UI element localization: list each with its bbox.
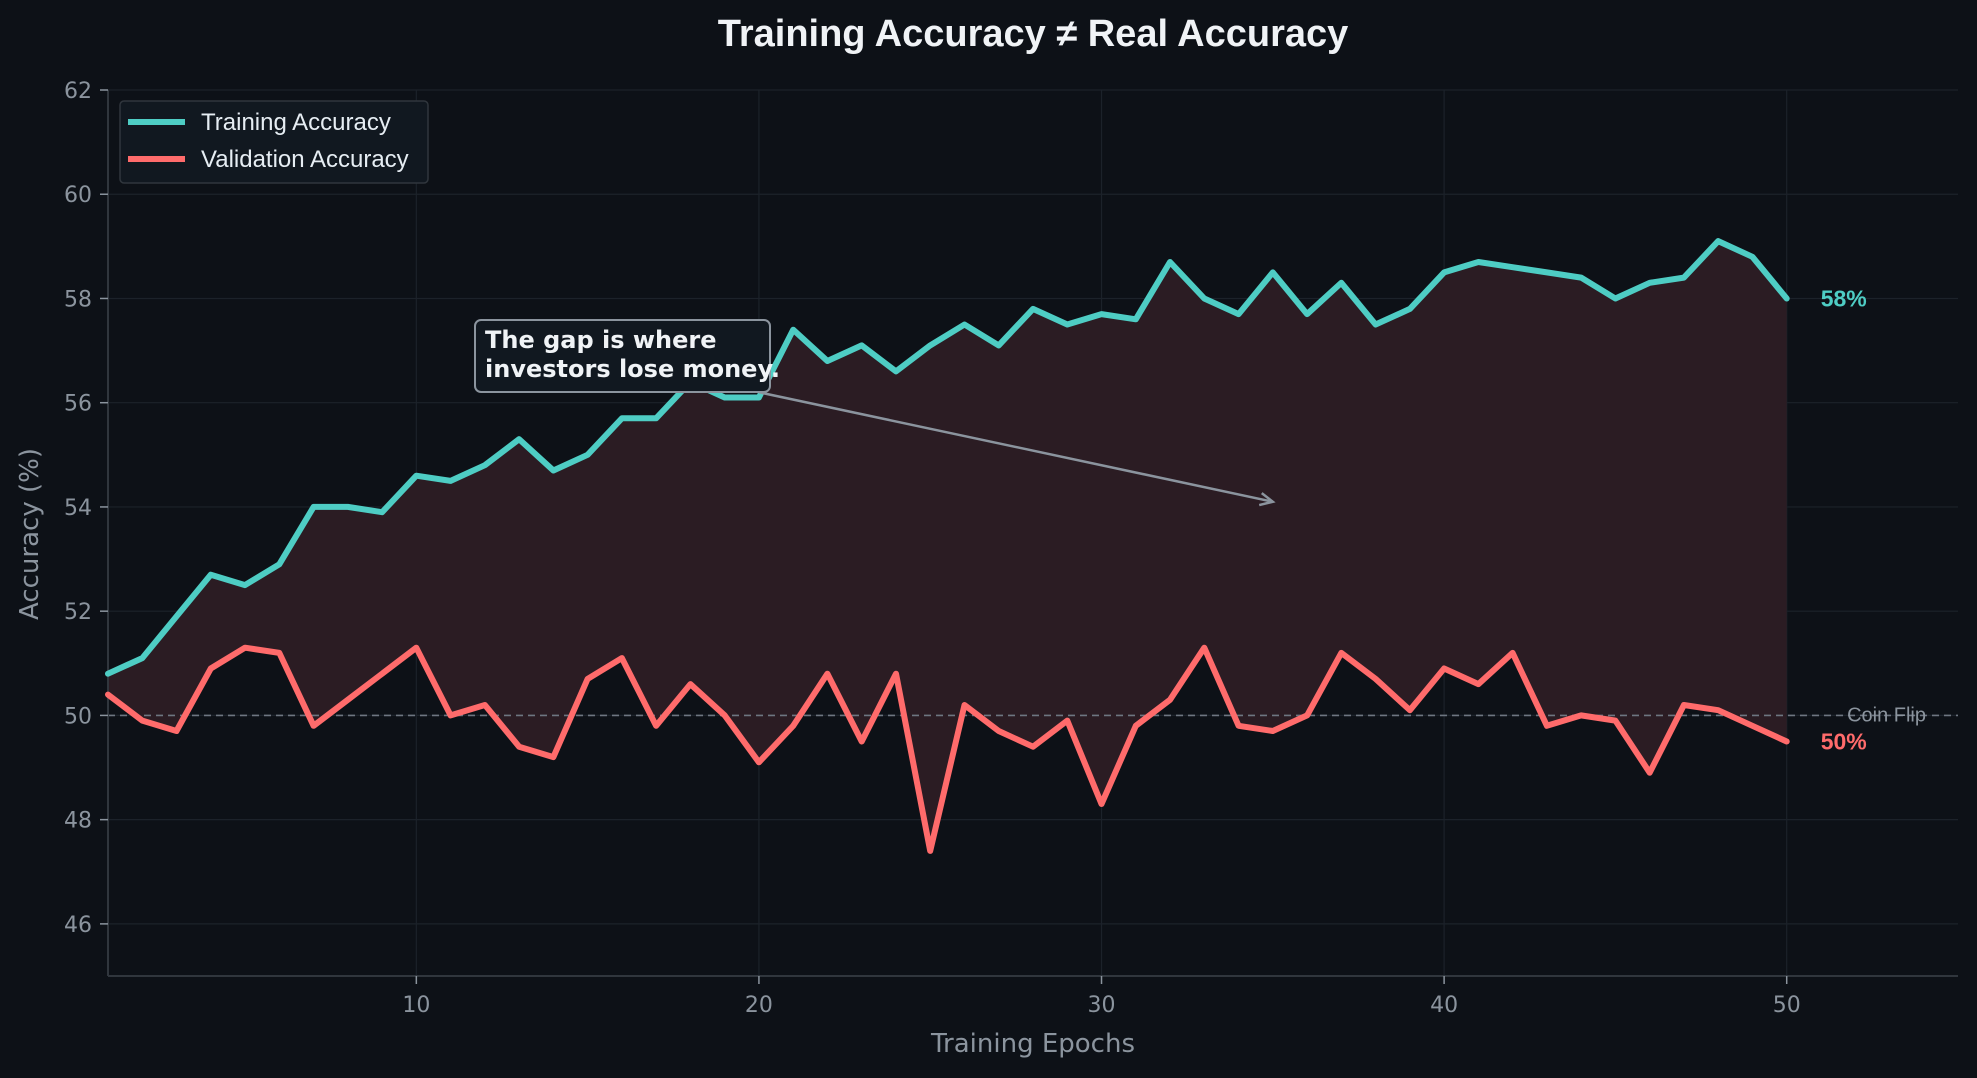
validation-accuracy-line <box>105 644 1790 854</box>
training-accuracy-line <box>105 238 1790 677</box>
training-end-label: 58% <box>1821 285 1867 311</box>
y-tick-label: 54 <box>64 496 92 521</box>
reference-line-group: Coin Flip <box>108 704 1958 726</box>
x-tick-label: 50 <box>1773 993 1801 1018</box>
x-tick-label: 30 <box>1088 993 1116 1018</box>
y-tick-label: 58 <box>64 287 92 312</box>
y-tick-label: 46 <box>64 913 92 938</box>
legend-label: Training Accuracy <box>201 109 391 136</box>
x-tick-label: 10 <box>402 993 430 1018</box>
x-axis-label: Training Epochs <box>930 1029 1135 1059</box>
legend-label: Validation Accuracy <box>201 146 409 173</box>
validation-end-label: 50% <box>1821 728 1867 754</box>
y-tick-label: 56 <box>64 392 92 417</box>
axes: 46 48 50 52 54 56 58 60 62 10 20 30 40 50 <box>64 79 1958 1018</box>
annotation-arrow <box>758 391 1274 503</box>
coin-flip-label: Coin Flip <box>1847 704 1926 726</box>
arrow-head-icon <box>1258 492 1276 507</box>
annotation-text: The gap is where <box>485 326 717 354</box>
chart-title: Training Accuracy ≠ Real Accuracy <box>718 13 1349 55</box>
y-tick-label: 48 <box>64 809 92 834</box>
gap-area <box>108 241 1787 851</box>
y-axis-label: Accuracy (%) <box>15 448 45 620</box>
series-lines <box>105 238 1790 854</box>
x-tick-label: 20 <box>745 993 773 1018</box>
y-tick-label: 62 <box>64 79 92 104</box>
annotation-text: investors lose money. <box>485 355 780 383</box>
gap-fill-area <box>108 241 1787 851</box>
legend: Training Accuracy Validation Accuracy <box>119 100 429 184</box>
annotation-box <box>474 319 771 393</box>
x-tick-label: 40 <box>1430 993 1458 1018</box>
legend-box <box>119 100 429 184</box>
end-labels: 58% 50% <box>1821 285 1867 754</box>
y-tick-label: 60 <box>64 183 92 208</box>
y-tick-label: 50 <box>64 704 92 729</box>
y-tick-label: 52 <box>64 600 92 625</box>
